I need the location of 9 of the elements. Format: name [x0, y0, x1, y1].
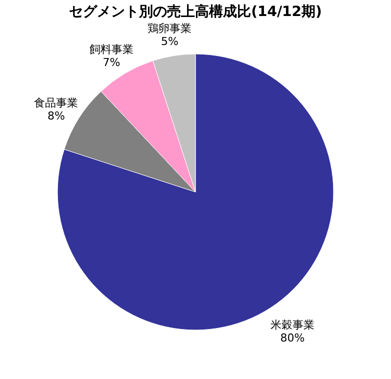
data-label: 8% [47, 110, 65, 123]
chart-title: セグメント別の売上高構成比(14/12期) [69, 3, 322, 20]
slice-label: 米穀事業 [270, 318, 314, 332]
data-label: 5% [160, 35, 178, 48]
slice-label: 食品事業 [34, 96, 78, 110]
data-label: 80% [280, 331, 305, 344]
data-label: 7% [102, 56, 120, 69]
slice-label: 飼料事業 [90, 42, 134, 56]
slice-label: 鶏卵事業 [148, 22, 192, 36]
